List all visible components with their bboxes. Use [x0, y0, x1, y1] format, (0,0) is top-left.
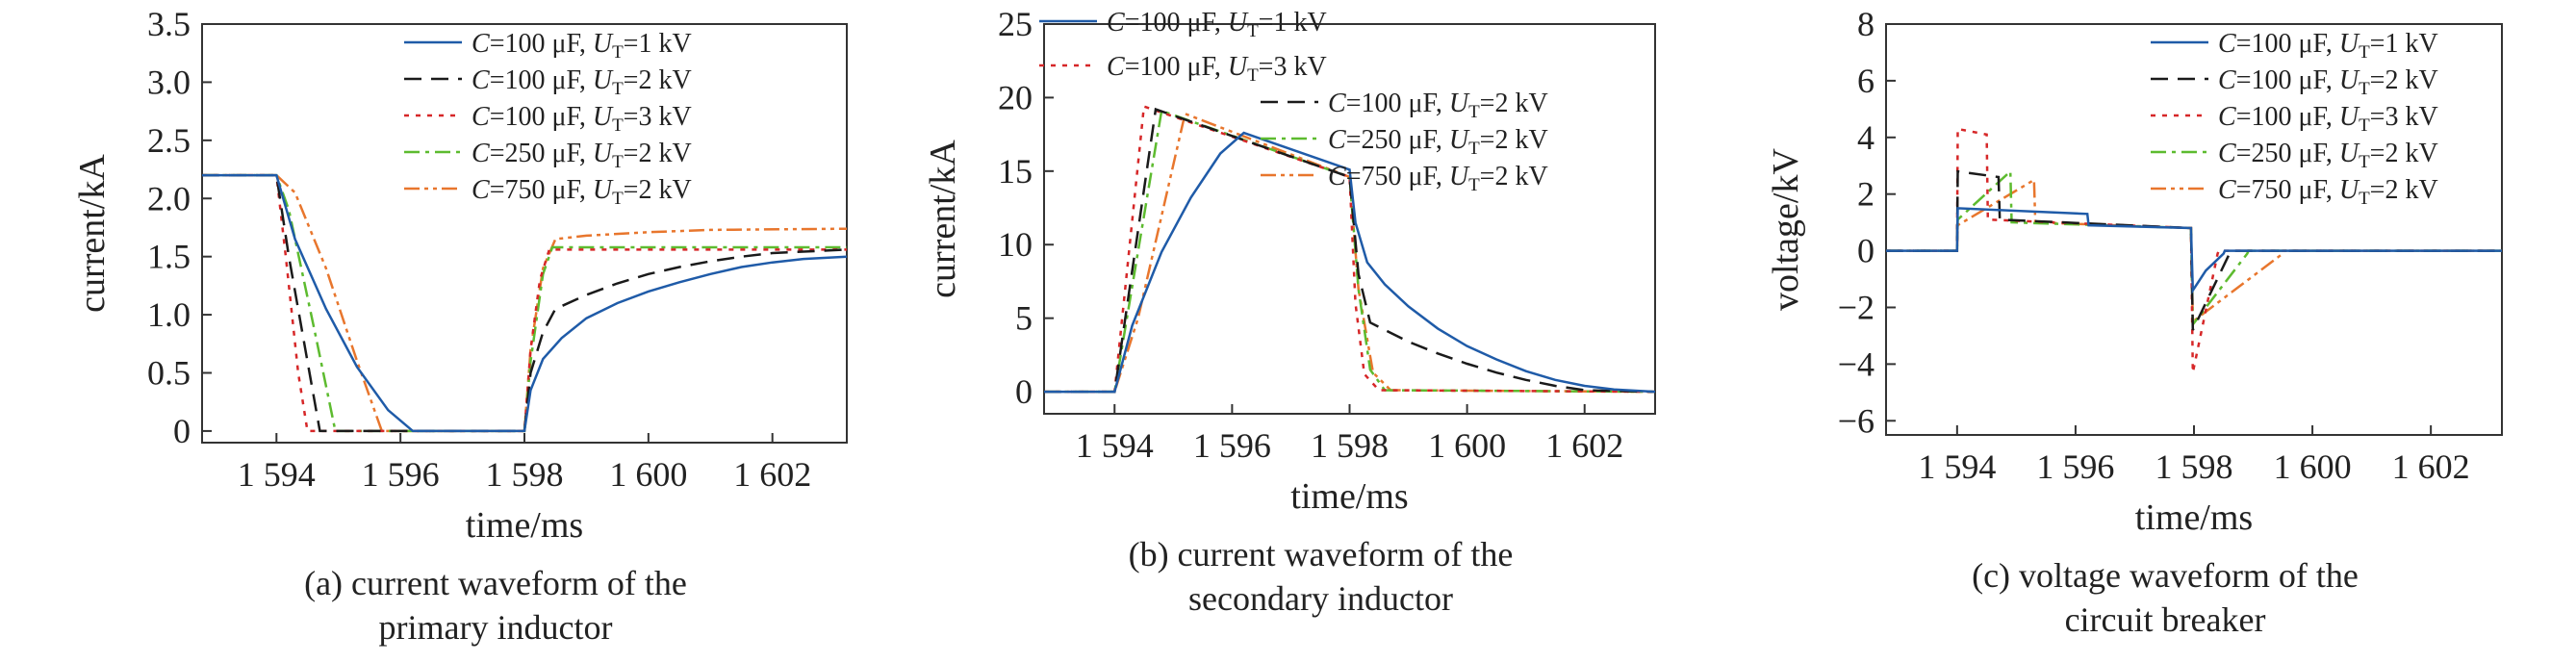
- x-tick-label: 1 602: [2392, 447, 2470, 486]
- legend-entry: C=100 μF, UT=2 kV: [2151, 65, 2438, 99]
- y-tick-label: 0: [1015, 372, 1033, 411]
- y-tick-label: −2: [1838, 288, 1875, 326]
- legend-label: C=100 μF, UT=3 kV: [472, 102, 692, 136]
- caption-line: (a) current waveform of the: [304, 564, 687, 602]
- series-line-1: [202, 173, 847, 433]
- caption-line: circuit breaker: [2065, 600, 2266, 639]
- legend-entry: C=100 μF, UT=1 kV: [404, 29, 692, 63]
- x-tick-label: 1 600: [609, 455, 687, 494]
- legend-label: C=100 μF, UT=2 kV: [2218, 65, 2438, 99]
- legend-entry: C=250 μF, UT=2 kV: [404, 139, 692, 172]
- y-tick-label: 2: [1857, 175, 1875, 214]
- y-tick-label: 25: [998, 5, 1033, 43]
- legend-entry: C=250 μF, UT=2 kV: [1261, 125, 1548, 159]
- x-tick-label: 1 598: [486, 455, 564, 494]
- legend-label: C=100 μF, UT=3 kV: [2218, 102, 2438, 136]
- y-tick-label: 10: [998, 225, 1033, 264]
- y-tick-label: 8: [1857, 5, 1875, 43]
- x-axis-label: time/ms: [1290, 476, 1408, 517]
- chart-panel-b: 1 594 1 596 1 598 1 600 1 602 0 5 10 15 20 25 time/…: [856, 0, 1713, 663]
- series-line-1: [1886, 207, 2502, 294]
- y-tick-label: 3.5: [147, 5, 191, 43]
- x-tick-label: 1 596: [2036, 447, 2114, 486]
- series-line-3: [202, 173, 847, 433]
- caption-line: primary inductor: [379, 608, 613, 647]
- y-tick-label: 1.5: [147, 238, 191, 276]
- y-tick-label: 15: [998, 152, 1033, 191]
- x-tick-label: 1 602: [1545, 426, 1623, 465]
- series-line-2: [1044, 107, 1655, 394]
- y-tick-label: 4: [1857, 118, 1875, 157]
- y-tick-label: 0: [1857, 232, 1875, 270]
- y-tick-label: 0.5: [147, 354, 191, 393]
- x-tick-label: 1 596: [1193, 426, 1271, 465]
- y-tick-label: −4: [1838, 344, 1875, 383]
- legend-entry: C=750 μF, UT=2 kV: [404, 175, 692, 209]
- x-tick-label: 1 602: [733, 455, 811, 494]
- x-tick-label: 1 600: [2274, 447, 2352, 486]
- legend-entry: C=100 μF, UT=1 kV: [1039, 8, 1327, 41]
- legend-label: C=750 μF, UT=2 kV: [472, 175, 692, 209]
- plot-frame-b: [1043, 23, 1656, 415]
- legend-label: C=100 μF, UT=2 kV: [1328, 89, 1548, 122]
- x-tick-label: 1 596: [362, 455, 440, 494]
- legend-label: C=100 μF, UT=1 kV: [2218, 29, 2438, 63]
- chart-c-svg: 1 594 1 596 1 598 1 600 1 602 −6 −4 −2 0 2 4 6 8 time…: [1766, 5, 2503, 639]
- x-axis-label: time/ms: [2135, 497, 2253, 538]
- series-line-4: [202, 173, 847, 433]
- series-line-5: [202, 173, 847, 433]
- x-tick-label: 1 594: [1918, 447, 1996, 486]
- series-line-2: [202, 173, 847, 433]
- legend-label: C=750 μF, UT=2 kV: [1328, 162, 1548, 195]
- legend-entry: C=100 μF, UT=2 kV: [1261, 89, 1548, 122]
- legend-entry: C=100 μF, UT=2 kV: [404, 65, 692, 99]
- series-line-1: [1044, 131, 1655, 394]
- legend-label: C=750 μF, UT=2 kV: [2218, 175, 2438, 209]
- x-tick-label: 1 598: [2155, 447, 2233, 486]
- legend-label: C=100 μF, UT=1 kV: [472, 29, 692, 63]
- x-axis-label: time/ms: [466, 505, 583, 546]
- legend-label: C=250 μF, UT=2 kV: [1328, 125, 1548, 159]
- y-tick-label: 0: [173, 412, 191, 450]
- x-tick-label: 1 594: [1076, 426, 1154, 465]
- y-tick-label: 5: [1015, 299, 1033, 338]
- legend-entry: C=100 μF, UT=3 kV: [2151, 102, 2438, 136]
- x-tick-label: 1 594: [238, 455, 316, 494]
- series-line-5: [1044, 112, 1655, 394]
- legend-label: C=100 μF, UT=1 kV: [1107, 8, 1327, 41]
- legend-entry: C=100 μF, UT=1 kV: [2151, 29, 2438, 63]
- y-tick-label: 6: [1857, 62, 1875, 100]
- x-tick-label: 1 598: [1311, 426, 1389, 465]
- legend-label: C=100 μF, UT=3 kV: [1107, 52, 1327, 86]
- caption-line: secondary inductor: [1188, 579, 1453, 618]
- legend-entry: C=100 μF, UT=3 kV: [404, 102, 692, 136]
- series-line-3: [1886, 127, 2502, 373]
- caption-line: (c) voltage waveform of the: [1972, 556, 2359, 595]
- y-axis-label: current/kA: [923, 140, 963, 298]
- y-tick-label: 2.5: [147, 121, 191, 160]
- series-line-3: [1044, 104, 1655, 394]
- y-axis-label: voltage/kV: [1766, 148, 1806, 311]
- legend-entry: C=100 μF, UT=3 kV: [1039, 52, 1327, 86]
- legend-label: C=250 μF, UT=2 kV: [472, 139, 692, 172]
- y-tick-label: 1.0: [147, 295, 191, 334]
- legend-label: C=250 μF, UT=2 kV: [2218, 139, 2438, 172]
- chart-b-svg: 1 594 1 596 1 598 1 600 1 602 0 5 10 15 20 25 time/…: [923, 5, 1656, 618]
- y-axis-label: current/kA: [72, 154, 113, 313]
- y-tick-label: 20: [998, 78, 1033, 116]
- y-tick-label: 2.0: [147, 179, 191, 217]
- legend-entry: C=750 μF, UT=2 kV: [2151, 175, 2438, 209]
- x-tick-label: 1 600: [1428, 426, 1506, 465]
- y-tick-label: −6: [1838, 401, 1875, 440]
- y-tick-label: 3.0: [147, 63, 191, 101]
- chart-panel-c: 1 594 1 596 1 598 1 600 1 602 −6 −4 −2 0 2 4 6 8 time…: [1713, 0, 2576, 663]
- chart-panel-a: 1 594 1 596 1 598 1 600 1 602 0 0.5 1.0 1.5 2.0 2.…: [0, 0, 856, 663]
- legend-entry: C=750 μF, UT=2 kV: [1261, 162, 1548, 195]
- legend-entry: C=250 μF, UT=2 kV: [2151, 139, 2438, 172]
- legend-label: C=100 μF, UT=2 kV: [472, 65, 692, 99]
- caption-line: (b) current waveform of the: [1129, 535, 1514, 574]
- chart-a-svg: 1 594 1 596 1 598 1 600 1 602 0 0.5 1.0 1.5 2.0 2.…: [72, 5, 848, 647]
